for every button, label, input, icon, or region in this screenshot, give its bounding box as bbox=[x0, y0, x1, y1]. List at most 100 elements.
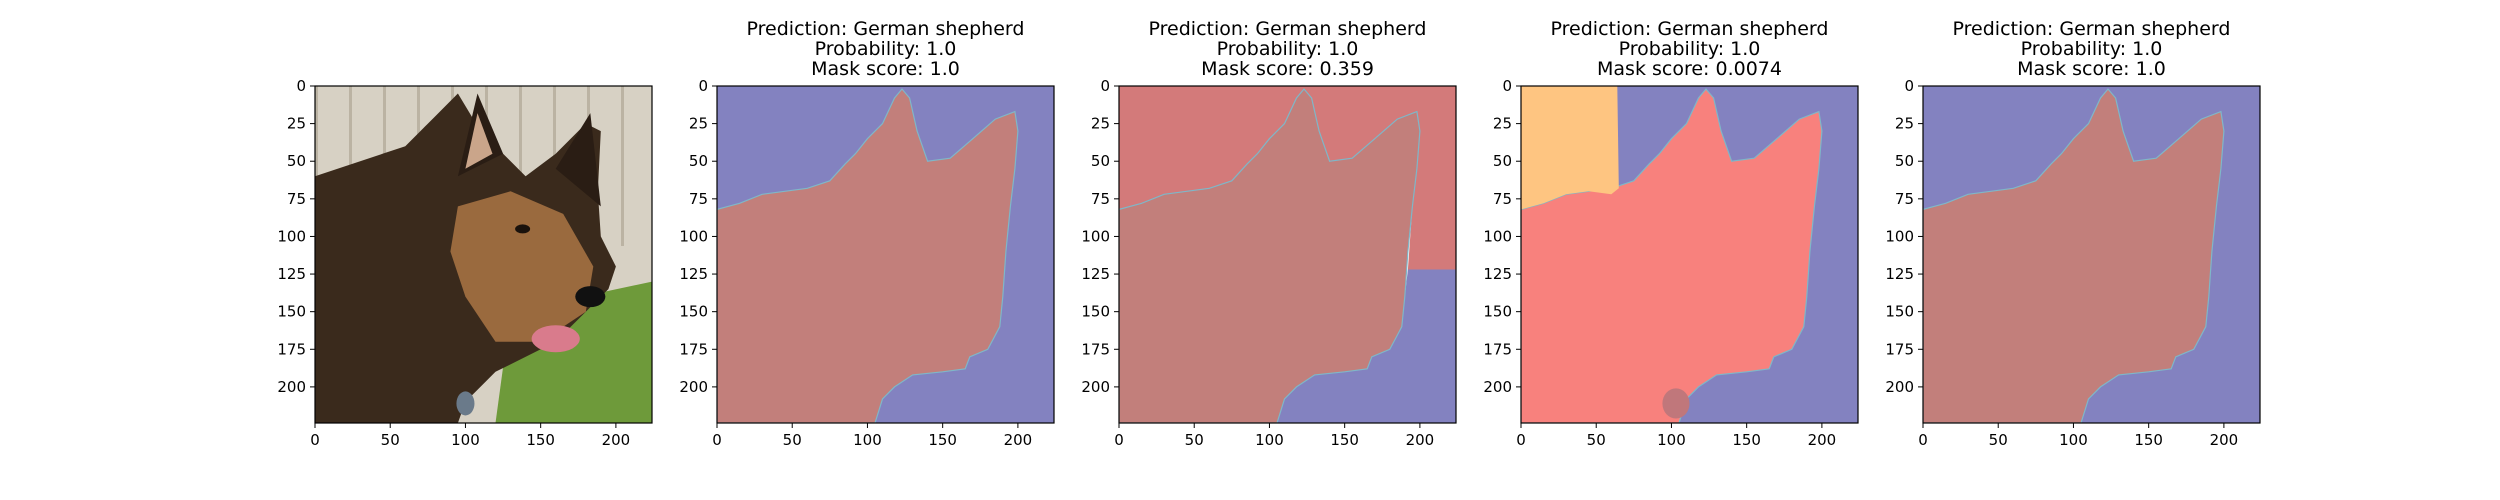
y-tick-label: 125 bbox=[679, 265, 708, 283]
mask-background-top bbox=[1119, 86, 1456, 270]
y-tick-label: 25 bbox=[1493, 115, 1512, 133]
x-tick-label: 100 bbox=[451, 431, 480, 449]
mask-dog bbox=[1923, 88, 2225, 423]
dog-tongue bbox=[531, 325, 580, 353]
y-tick-label: 75 bbox=[1895, 190, 1914, 208]
x-tick-label: 0 bbox=[1114, 431, 1124, 449]
dog-face bbox=[450, 191, 594, 342]
y-tick-label: 100 bbox=[1885, 227, 1914, 245]
image-area bbox=[1521, 86, 1858, 423]
panel-title-line: Mask score: 1.0 bbox=[2017, 58, 2166, 80]
y-tick-label: 100 bbox=[277, 227, 306, 245]
dog-ear-inner bbox=[465, 113, 493, 169]
y-tick-label: 0 bbox=[698, 77, 708, 95]
x-tick-label: 0 bbox=[712, 431, 722, 449]
mask-patch bbox=[1521, 86, 1619, 210]
y-tick-label: 0 bbox=[1904, 77, 1914, 95]
x-tick-label: 0 bbox=[310, 431, 320, 449]
dog-nose bbox=[575, 286, 606, 308]
y-tick-label: 50 bbox=[689, 152, 708, 170]
x-tick-label: 50 bbox=[1989, 431, 2008, 449]
y-tick-label: 150 bbox=[1483, 303, 1512, 321]
y-tick-label: 25 bbox=[689, 115, 708, 133]
y-tick-label: 50 bbox=[1493, 152, 1512, 170]
dog-tag bbox=[456, 391, 475, 416]
y-tick-label: 200 bbox=[679, 378, 708, 396]
x-tick-label: 100 bbox=[853, 431, 882, 449]
panel-4: Prediction: German shepherdProbability: … bbox=[1483, 18, 1859, 449]
y-tick-label: 150 bbox=[679, 303, 708, 321]
panel-2: Prediction: German shepherdProbability: … bbox=[679, 18, 1055, 449]
y-tick-label: 150 bbox=[1885, 303, 1914, 321]
x-tick-label: 50 bbox=[1185, 431, 1204, 449]
y-tick-label: 100 bbox=[1483, 227, 1512, 245]
x-tick-label: 150 bbox=[1330, 431, 1359, 449]
panel-5: Prediction: German shepherdProbability: … bbox=[1885, 18, 2261, 449]
y-tick-label: 25 bbox=[287, 115, 306, 133]
axes-frame bbox=[314, 85, 653, 424]
y-tick-label: 100 bbox=[1081, 227, 1110, 245]
x-tick-label: 150 bbox=[1732, 431, 1761, 449]
y-tick-label: 175 bbox=[1483, 340, 1512, 358]
x-tick-label: 200 bbox=[1406, 431, 1435, 449]
axes-frame bbox=[1922, 85, 2261, 424]
x-tick-label: 200 bbox=[1808, 431, 1837, 449]
y-tick-label: 200 bbox=[1081, 378, 1110, 396]
mask-dog bbox=[1119, 88, 1421, 423]
x-tick-label: 0 bbox=[1918, 431, 1928, 449]
y-tick-label: 125 bbox=[1483, 265, 1512, 283]
y-tick-label: 125 bbox=[1081, 265, 1110, 283]
x-tick-label: 100 bbox=[1255, 431, 1284, 449]
panel-title-line: Prediction: German shepherd bbox=[1551, 18, 1829, 40]
y-tick-label: 50 bbox=[287, 152, 306, 170]
dog-eye bbox=[515, 224, 531, 234]
panel-title-line: Mask score: 1.0 bbox=[811, 58, 960, 80]
x-tick-label: 100 bbox=[1657, 431, 1686, 449]
y-tick-label: 150 bbox=[277, 303, 306, 321]
y-tick-label: 75 bbox=[287, 190, 306, 208]
image-area bbox=[1923, 86, 2260, 423]
panel-title-line: Mask score: 0.359 bbox=[1201, 58, 1374, 80]
y-tick-label: 75 bbox=[689, 190, 708, 208]
y-tick-label: 175 bbox=[1081, 340, 1110, 358]
panel-title-line: Probability: 1.0 bbox=[1217, 38, 1359, 60]
mask-background-bottom bbox=[1277, 269, 1456, 423]
image-area bbox=[315, 86, 652, 423]
panel-3: Prediction: German shepherdProbability: … bbox=[1081, 18, 1457, 449]
panel-title-line: Probability: 1.0 bbox=[815, 38, 957, 60]
y-tick-label: 200 bbox=[1885, 378, 1914, 396]
image-area bbox=[717, 86, 1054, 423]
panel-title-line: Probability: 1.0 bbox=[1619, 38, 1761, 60]
y-tick-label: 0 bbox=[1502, 77, 1512, 95]
y-tick-label: 175 bbox=[679, 340, 708, 358]
y-tick-label: 0 bbox=[296, 77, 306, 95]
x-tick-label: 200 bbox=[1004, 431, 1033, 449]
x-tick-label: 0 bbox=[1516, 431, 1526, 449]
y-tick-label: 125 bbox=[1885, 265, 1914, 283]
y-tick-label: 175 bbox=[277, 340, 306, 358]
panel-title-line: Probability: 1.0 bbox=[2021, 38, 2163, 60]
y-tick-label: 50 bbox=[1091, 152, 1110, 170]
panel-title-line: Prediction: German shepherd bbox=[1149, 18, 1427, 40]
dog-ear-right bbox=[555, 113, 601, 207]
x-tick-label: 150 bbox=[2134, 431, 2163, 449]
panel-title-line: Mask score: 0.0074 bbox=[1597, 58, 1782, 80]
y-tick-label: 75 bbox=[1091, 190, 1110, 208]
x-tick-label: 200 bbox=[602, 431, 631, 449]
x-tick-label: 50 bbox=[1587, 431, 1606, 449]
axes-frame bbox=[1118, 85, 1457, 424]
y-tick-label: 125 bbox=[277, 265, 306, 283]
x-tick-label: 150 bbox=[526, 431, 555, 449]
y-tick-label: 50 bbox=[1895, 152, 1914, 170]
y-tick-label: 25 bbox=[1895, 115, 1914, 133]
y-tick-label: 25 bbox=[1091, 115, 1110, 133]
mask-blob bbox=[1662, 388, 1690, 419]
y-tick-label: 75 bbox=[1493, 190, 1512, 208]
panel-title-line: Prediction: German shepherd bbox=[1953, 18, 2231, 40]
y-tick-label: 200 bbox=[1483, 378, 1512, 396]
x-tick-label: 150 bbox=[928, 431, 957, 449]
axes-frame bbox=[1520, 85, 1859, 424]
image-area bbox=[1119, 86, 1456, 423]
x-tick-label: 200 bbox=[2210, 431, 2239, 449]
